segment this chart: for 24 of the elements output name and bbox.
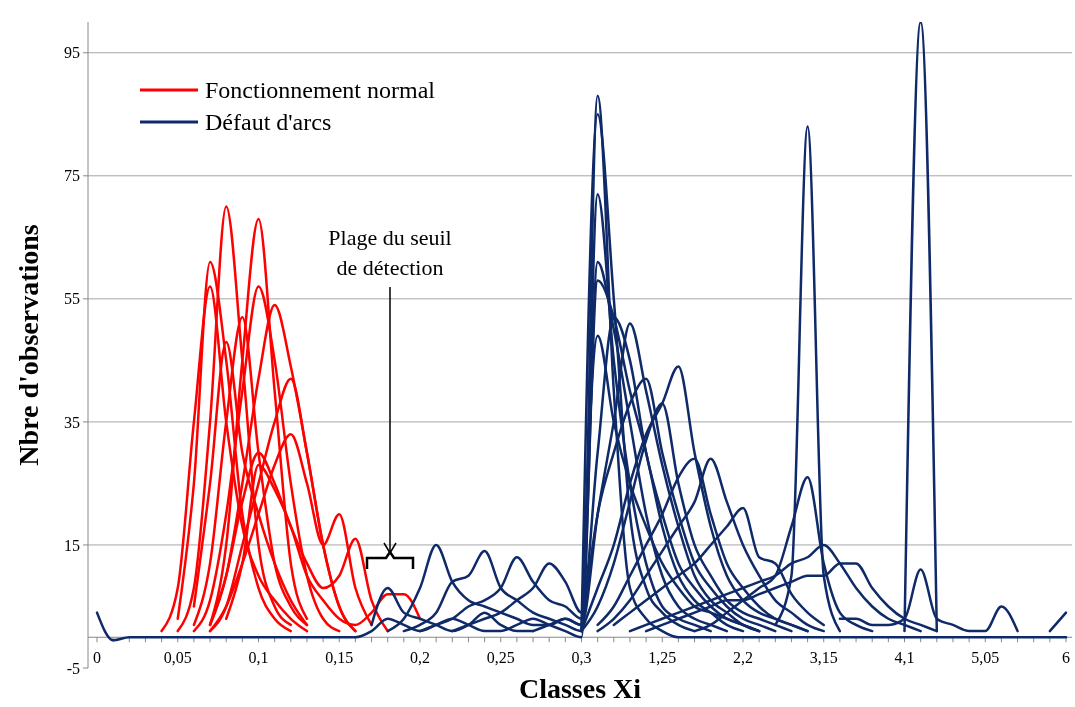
x-axis-title: Classes Xi: [518, 673, 642, 704]
y-tick-label: 55: [64, 290, 80, 308]
y-axis-title: Nbre d'observations: [13, 224, 44, 466]
legend-label: Défaut d'arcs: [205, 109, 332, 136]
x-tick-label: 4,1: [894, 649, 915, 667]
x-tick-label: 0: [93, 649, 101, 667]
x-tick-label: 2,2: [733, 649, 753, 667]
x-tick-label: 0,1: [248, 649, 269, 667]
y-tick-label: 75: [64, 167, 80, 185]
y-tick-label: 35: [64, 413, 80, 431]
x-tick-label: 0,3: [571, 649, 592, 667]
y-tick-label: 15: [64, 536, 80, 554]
x-tick-label: 0,25: [486, 649, 515, 667]
x-tick-label: 0,15: [325, 649, 354, 667]
x-tick-label: 0,2: [410, 649, 430, 667]
y-tick-label: 95: [64, 44, 80, 62]
legend-label: Fonctionnement normal: [205, 77, 436, 104]
x-tick-label: 1,25: [648, 649, 677, 667]
annotation: Plage du seuil de détection: [328, 225, 452, 280]
y-tick-label: -5: [66, 659, 80, 677]
x-tick-label: 6: [1062, 649, 1070, 667]
x-tick-label: 3,15: [809, 649, 838, 667]
x-tick-label: 0,05: [163, 649, 192, 667]
x-tick-label: 5,05: [971, 649, 1000, 667]
